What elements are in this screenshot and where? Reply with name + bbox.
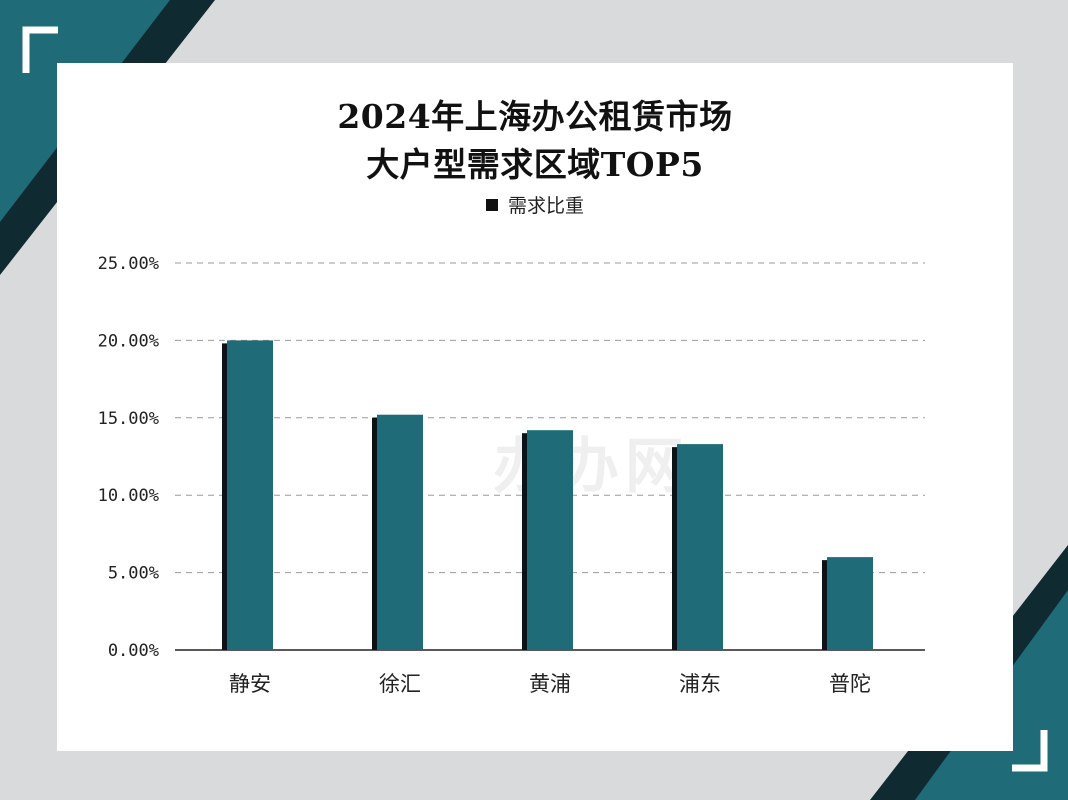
legend-label: 需求比重: [507, 195, 584, 217]
chart-legend: 需求比重: [57, 191, 1013, 218]
chart-card: 2024年上海办公租赁市场 大户型需求区域TOP5 需求比重 办办网 0.00%…: [57, 63, 1013, 751]
y-tick-label: 15.00%: [98, 409, 159, 429]
chart-subtitle: 大户型需求区域TOP5: [366, 145, 704, 184]
y-tick-label: 20.00%: [98, 331, 159, 351]
corner-bracket-bottom-right-icon: [1012, 730, 1048, 772]
x-category-label: 普陀: [829, 672, 871, 696]
bar: [677, 444, 723, 650]
chart-title: 2024年上海办公租赁市场: [337, 97, 733, 136]
bar: [227, 340, 273, 650]
y-tick-label: 5.00%: [108, 564, 159, 584]
bar-chart-plot: 0.00% 5.00% 10.00% 15.00% 20.00% 25.00% 静安 徐汇 黄浦…: [98, 254, 925, 696]
y-tick-label: 25.00%: [98, 254, 159, 274]
y-tick-label: 0.00%: [108, 641, 159, 661]
bar: [527, 430, 573, 650]
bar: [827, 557, 873, 650]
x-category-label: 黄浦: [529, 672, 571, 696]
x-category-label: 静安: [229, 672, 271, 696]
corner-bracket-top-left-icon: [22, 26, 58, 73]
bar: [377, 414, 423, 650]
legend-swatch: [485, 198, 498, 211]
y-tick-label: 10.00%: [98, 486, 159, 506]
x-category-label: 浦东: [679, 672, 721, 696]
x-category-label: 徐汇: [379, 672, 421, 696]
